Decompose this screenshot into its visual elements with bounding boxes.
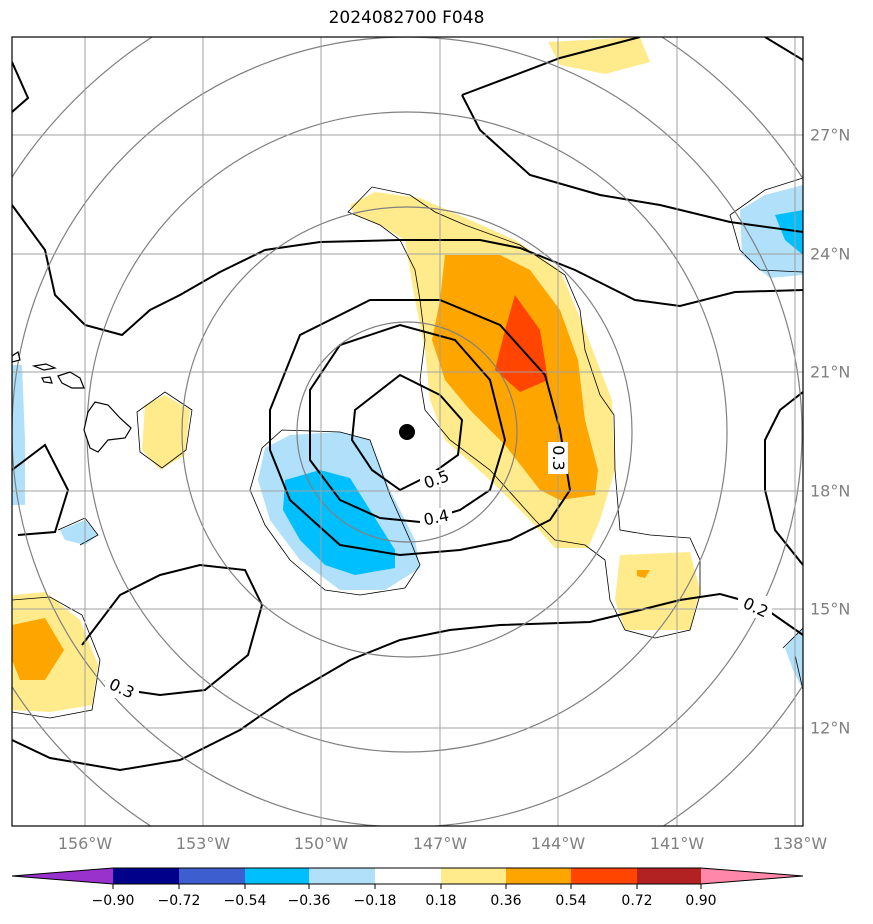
colorbar-segment: [637, 868, 701, 884]
lat-label: 27°N: [810, 125, 851, 145]
colorbar-tick-label: −0.90: [91, 893, 135, 909]
colorbar-tick-label: −0.54: [223, 893, 267, 909]
contour-label-backgrounds: [105, 442, 772, 698]
lat-label: 18°N: [810, 481, 851, 501]
storm-center-marker: [399, 424, 415, 440]
colorbar-segment: [701, 868, 803, 884]
colorbar-tick-label: 0.90: [685, 893, 717, 909]
lon-label: 144°W: [530, 834, 586, 853]
lon-label: 138°W: [772, 834, 828, 853]
colorbar-segment: [309, 868, 375, 884]
lat-label: 15°N: [810, 599, 851, 619]
colorbar: [11, 867, 804, 889]
colorbar-tick-label: 0.72: [621, 893, 653, 909]
colorbar-segment: [113, 868, 179, 884]
colorbar-tick-label: 0.36: [490, 893, 522, 909]
lon-label: 150°W: [293, 834, 349, 853]
map-frame: [11, 36, 804, 827]
lon-label: 147°W: [412, 834, 468, 853]
colorbar-segment: [179, 868, 245, 884]
map-title: 2024082700 F048: [328, 8, 485, 28]
lat-label: 12°N: [810, 718, 851, 738]
colorbar-tick-label: 0.54: [555, 893, 587, 909]
range-rings: [12, 37, 803, 826]
lat-label: 24°N: [810, 244, 851, 264]
colorbar-tick-label: 0.18: [425, 893, 457, 909]
colorbar-tick-label: −0.18: [353, 893, 397, 909]
contour-label: 0.4: [422, 506, 451, 530]
lat-label: 21°N: [810, 362, 851, 382]
lon-label: 153°W: [175, 834, 231, 853]
lon-label: 156°W: [57, 834, 113, 853]
contour-label: 0.3: [549, 445, 568, 470]
colorbar-segment: [571, 868, 637, 884]
colorbar-segment: [245, 868, 309, 884]
lon-label: 141°W: [649, 834, 705, 853]
colorbar-segment: [12, 868, 113, 884]
coastlines: [12, 351, 132, 453]
colorbar-segment: [441, 868, 506, 884]
shaded-positive-anomalies: [12, 37, 700, 712]
thick-contours: [12, 37, 803, 772]
colorbar-tick-label: −0.36: [287, 893, 331, 909]
colorbar-segment: [506, 868, 571, 884]
lat-lon-grid: [12, 37, 803, 826]
colorbar-segment: [375, 868, 441, 884]
thin-contours: [12, 177, 803, 719]
colorbar-tick-label: −0.72: [157, 893, 201, 909]
